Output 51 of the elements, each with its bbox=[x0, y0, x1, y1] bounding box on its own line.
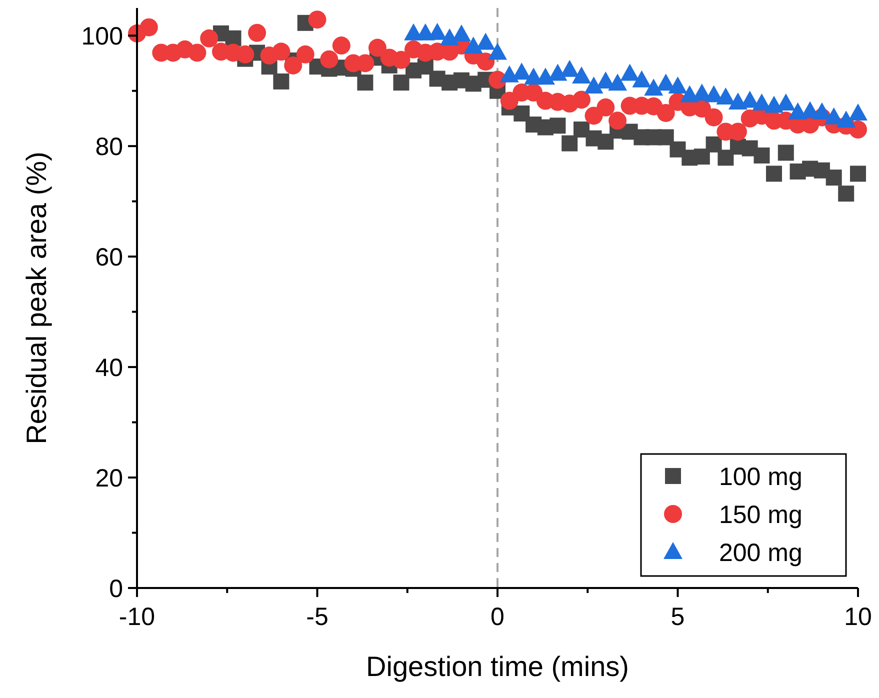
x-axis-title: Digestion time (mins) bbox=[366, 651, 629, 682]
point bbox=[718, 150, 734, 166]
point bbox=[778, 144, 794, 161]
x-tick-label: 5 bbox=[670, 603, 685, 631]
legend-label: 150 mg bbox=[719, 500, 802, 529]
x-tick-label: -10 bbox=[118, 603, 156, 631]
legend-label: 200 mg bbox=[719, 538, 802, 567]
point bbox=[357, 74, 374, 91]
point bbox=[826, 170, 842, 186]
point bbox=[706, 136, 722, 152]
y-tick-label: 80 bbox=[95, 132, 123, 161]
point bbox=[500, 65, 519, 82]
point bbox=[393, 74, 410, 91]
point bbox=[848, 104, 868, 121]
point bbox=[812, 102, 832, 120]
point bbox=[766, 166, 782, 182]
y-axis-title: Residual peak area (%) bbox=[21, 152, 52, 444]
x-tick-label: -5 bbox=[306, 603, 328, 631]
point bbox=[764, 96, 784, 113]
y-tick-label: 20 bbox=[95, 464, 123, 492]
point bbox=[598, 134, 614, 150]
point bbox=[488, 42, 507, 60]
point bbox=[550, 118, 566, 134]
point bbox=[668, 76, 688, 94]
point bbox=[476, 32, 496, 50]
point bbox=[716, 87, 736, 104]
point bbox=[562, 135, 578, 152]
point bbox=[644, 78, 664, 96]
point bbox=[464, 36, 483, 54]
y-tick-label: 40 bbox=[95, 354, 123, 382]
y-tick-label: 100 bbox=[81, 22, 123, 50]
point bbox=[632, 70, 652, 88]
point bbox=[850, 166, 866, 182]
point bbox=[620, 64, 640, 81]
point bbox=[838, 186, 854, 202]
point bbox=[754, 147, 770, 164]
point bbox=[572, 66, 591, 84]
x-tick-label: 10 bbox=[844, 603, 872, 631]
y-tick-label: 60 bbox=[95, 243, 123, 272]
point bbox=[680, 85, 700, 102]
x-tick-label: 0 bbox=[490, 603, 504, 631]
point bbox=[658, 129, 674, 146]
point bbox=[273, 73, 290, 90]
legend-label: 100 mg bbox=[719, 462, 802, 491]
point bbox=[608, 74, 628, 91]
point bbox=[584, 76, 604, 94]
y-tick-label: 0 bbox=[109, 574, 123, 603]
point bbox=[836, 110, 856, 128]
point bbox=[440, 28, 460, 46]
point bbox=[694, 148, 710, 165]
point bbox=[536, 68, 555, 85]
